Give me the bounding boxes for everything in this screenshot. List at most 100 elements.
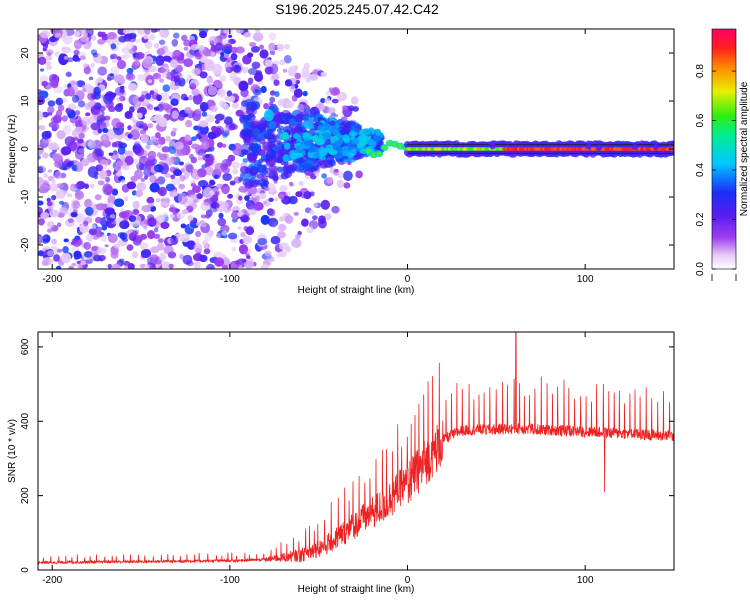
spectrogram-cell [143, 225, 148, 230]
spectrogram-cell [46, 51, 52, 57]
spectrogram-cell [273, 79, 280, 86]
spectrogram-cell [631, 144, 638, 151]
spectrogram-cell [295, 233, 301, 240]
spectrogram-cell [191, 88, 200, 96]
spectrogram-cell [56, 183, 64, 189]
spectrogram-cell [54, 170, 62, 179]
spectrogram-cell [285, 191, 291, 197]
spectrogram-cell [63, 190, 68, 195]
spectrogram-cell [158, 186, 167, 197]
spectrogram-cell [104, 244, 109, 248]
spectrogram-cell [153, 106, 160, 111]
spectrogram-cell [365, 149, 371, 154]
spectrogram-cell [191, 67, 201, 76]
spectrogram-cell [66, 86, 76, 97]
spectrogram-cell [170, 235, 179, 245]
spectrogram-cell [74, 31, 80, 38]
spectrogram-cell [220, 52, 225, 57]
spectrogram-cell [217, 142, 224, 148]
spectrogram-cell [93, 102, 102, 110]
spectrogram-cell [259, 49, 269, 59]
spectrogram-cell [65, 71, 72, 78]
spectrogram-cell [260, 214, 270, 225]
spectrogram-cell [142, 58, 153, 69]
spectrogram-cell [72, 238, 79, 243]
spectrogram-cell [190, 156, 197, 164]
spectrogram-cell [102, 139, 111, 148]
spectrogram-cell [77, 100, 86, 108]
spectrogram-cell [103, 115, 111, 121]
snr-x-label: Height of straight line (km) [298, 584, 415, 595]
spectrogram-cell [162, 84, 171, 92]
spectrogram-cell [290, 83, 296, 90]
spectrogram-cell [334, 140, 341, 147]
spectrogram-cell [114, 103, 123, 112]
spectrogram-cell [75, 110, 81, 116]
spectrogram-cell [63, 238, 69, 243]
spectrogram-cell [140, 233, 148, 240]
spectrogram-cell [215, 233, 222, 238]
spectrogram-cell [95, 216, 103, 224]
spectrogram-cell [56, 130, 66, 140]
spectrogram-cell [39, 184, 50, 194]
spectrogram-y-ticks: -20 -10 0 10 20 [20, 47, 674, 252]
spectrogram-cell [251, 150, 260, 157]
spectrogram-cell [337, 171, 345, 179]
spectrogram-cell [61, 46, 71, 54]
y-tick-label: 600 [20, 338, 31, 355]
spectrogram-cell [120, 54, 126, 59]
spectrogram-cell [283, 54, 292, 64]
spectrogram-cell [119, 220, 130, 229]
spectrogram-cell [127, 133, 133, 139]
spectrogram-cell [376, 151, 382, 156]
spectrogram-cell [321, 173, 327, 179]
spectrogram-cell [235, 46, 245, 54]
spectrogram-cell [204, 59, 215, 71]
spectrogram-cell [141, 102, 146, 107]
spectrogram-cell [258, 192, 267, 200]
spectrogram-cell [229, 72, 237, 82]
spectrogram-cell [124, 110, 133, 119]
spectrogram-cell [196, 193, 203, 200]
spectrogram-cell [244, 181, 254, 189]
spectrogram-cell [320, 199, 330, 210]
y-tick-label: 10 [20, 95, 31, 107]
spectrogram-cell [149, 182, 160, 193]
spectrogram-cell [76, 164, 83, 171]
spectrogram-cell [238, 195, 243, 201]
spectrogram-cell [205, 166, 214, 176]
spectrogram-cell [156, 94, 162, 101]
spectrogram-cell [235, 109, 244, 117]
spectrogram-cell [188, 215, 194, 221]
spectrogram-cell [94, 194, 102, 201]
spectrogram-cell [199, 30, 207, 39]
spectrogram-cell [250, 45, 260, 53]
spectrogram-cell [214, 113, 225, 121]
spectrogram-cell [111, 263, 121, 269]
spectrogram-cell [215, 42, 225, 51]
spectrogram-cell [121, 162, 128, 166]
spectrogram-cell [165, 135, 171, 142]
spectrogram-cell [86, 233, 94, 242]
spectrogram-cell [135, 52, 145, 60]
spectrogram-cell [158, 39, 166, 46]
spectrogram-cell [179, 174, 186, 182]
spectrogram-cell [174, 141, 184, 150]
spectrogram-cell [210, 202, 220, 209]
spectrogram-cell [392, 142, 398, 147]
spectrogram-cell [249, 42, 256, 47]
spectrogram-cell [116, 59, 127, 70]
spectrogram-cell [177, 192, 188, 205]
spectrogram-cell [162, 55, 172, 62]
spectrogram-cell [239, 114, 250, 124]
spectrogram-cell [51, 194, 57, 201]
spectrogram-cell [105, 176, 111, 183]
spectrogram-cell [140, 133, 149, 144]
spectrogram-cell [320, 71, 327, 78]
spectrogram-cell [118, 35, 127, 43]
spectrogram-cell [90, 62, 95, 68]
spectrogram-cell [126, 181, 136, 190]
spectrogram-cell [64, 84, 69, 89]
spectrogram-cell [170, 98, 179, 106]
spectrogram-cell [116, 165, 121, 170]
